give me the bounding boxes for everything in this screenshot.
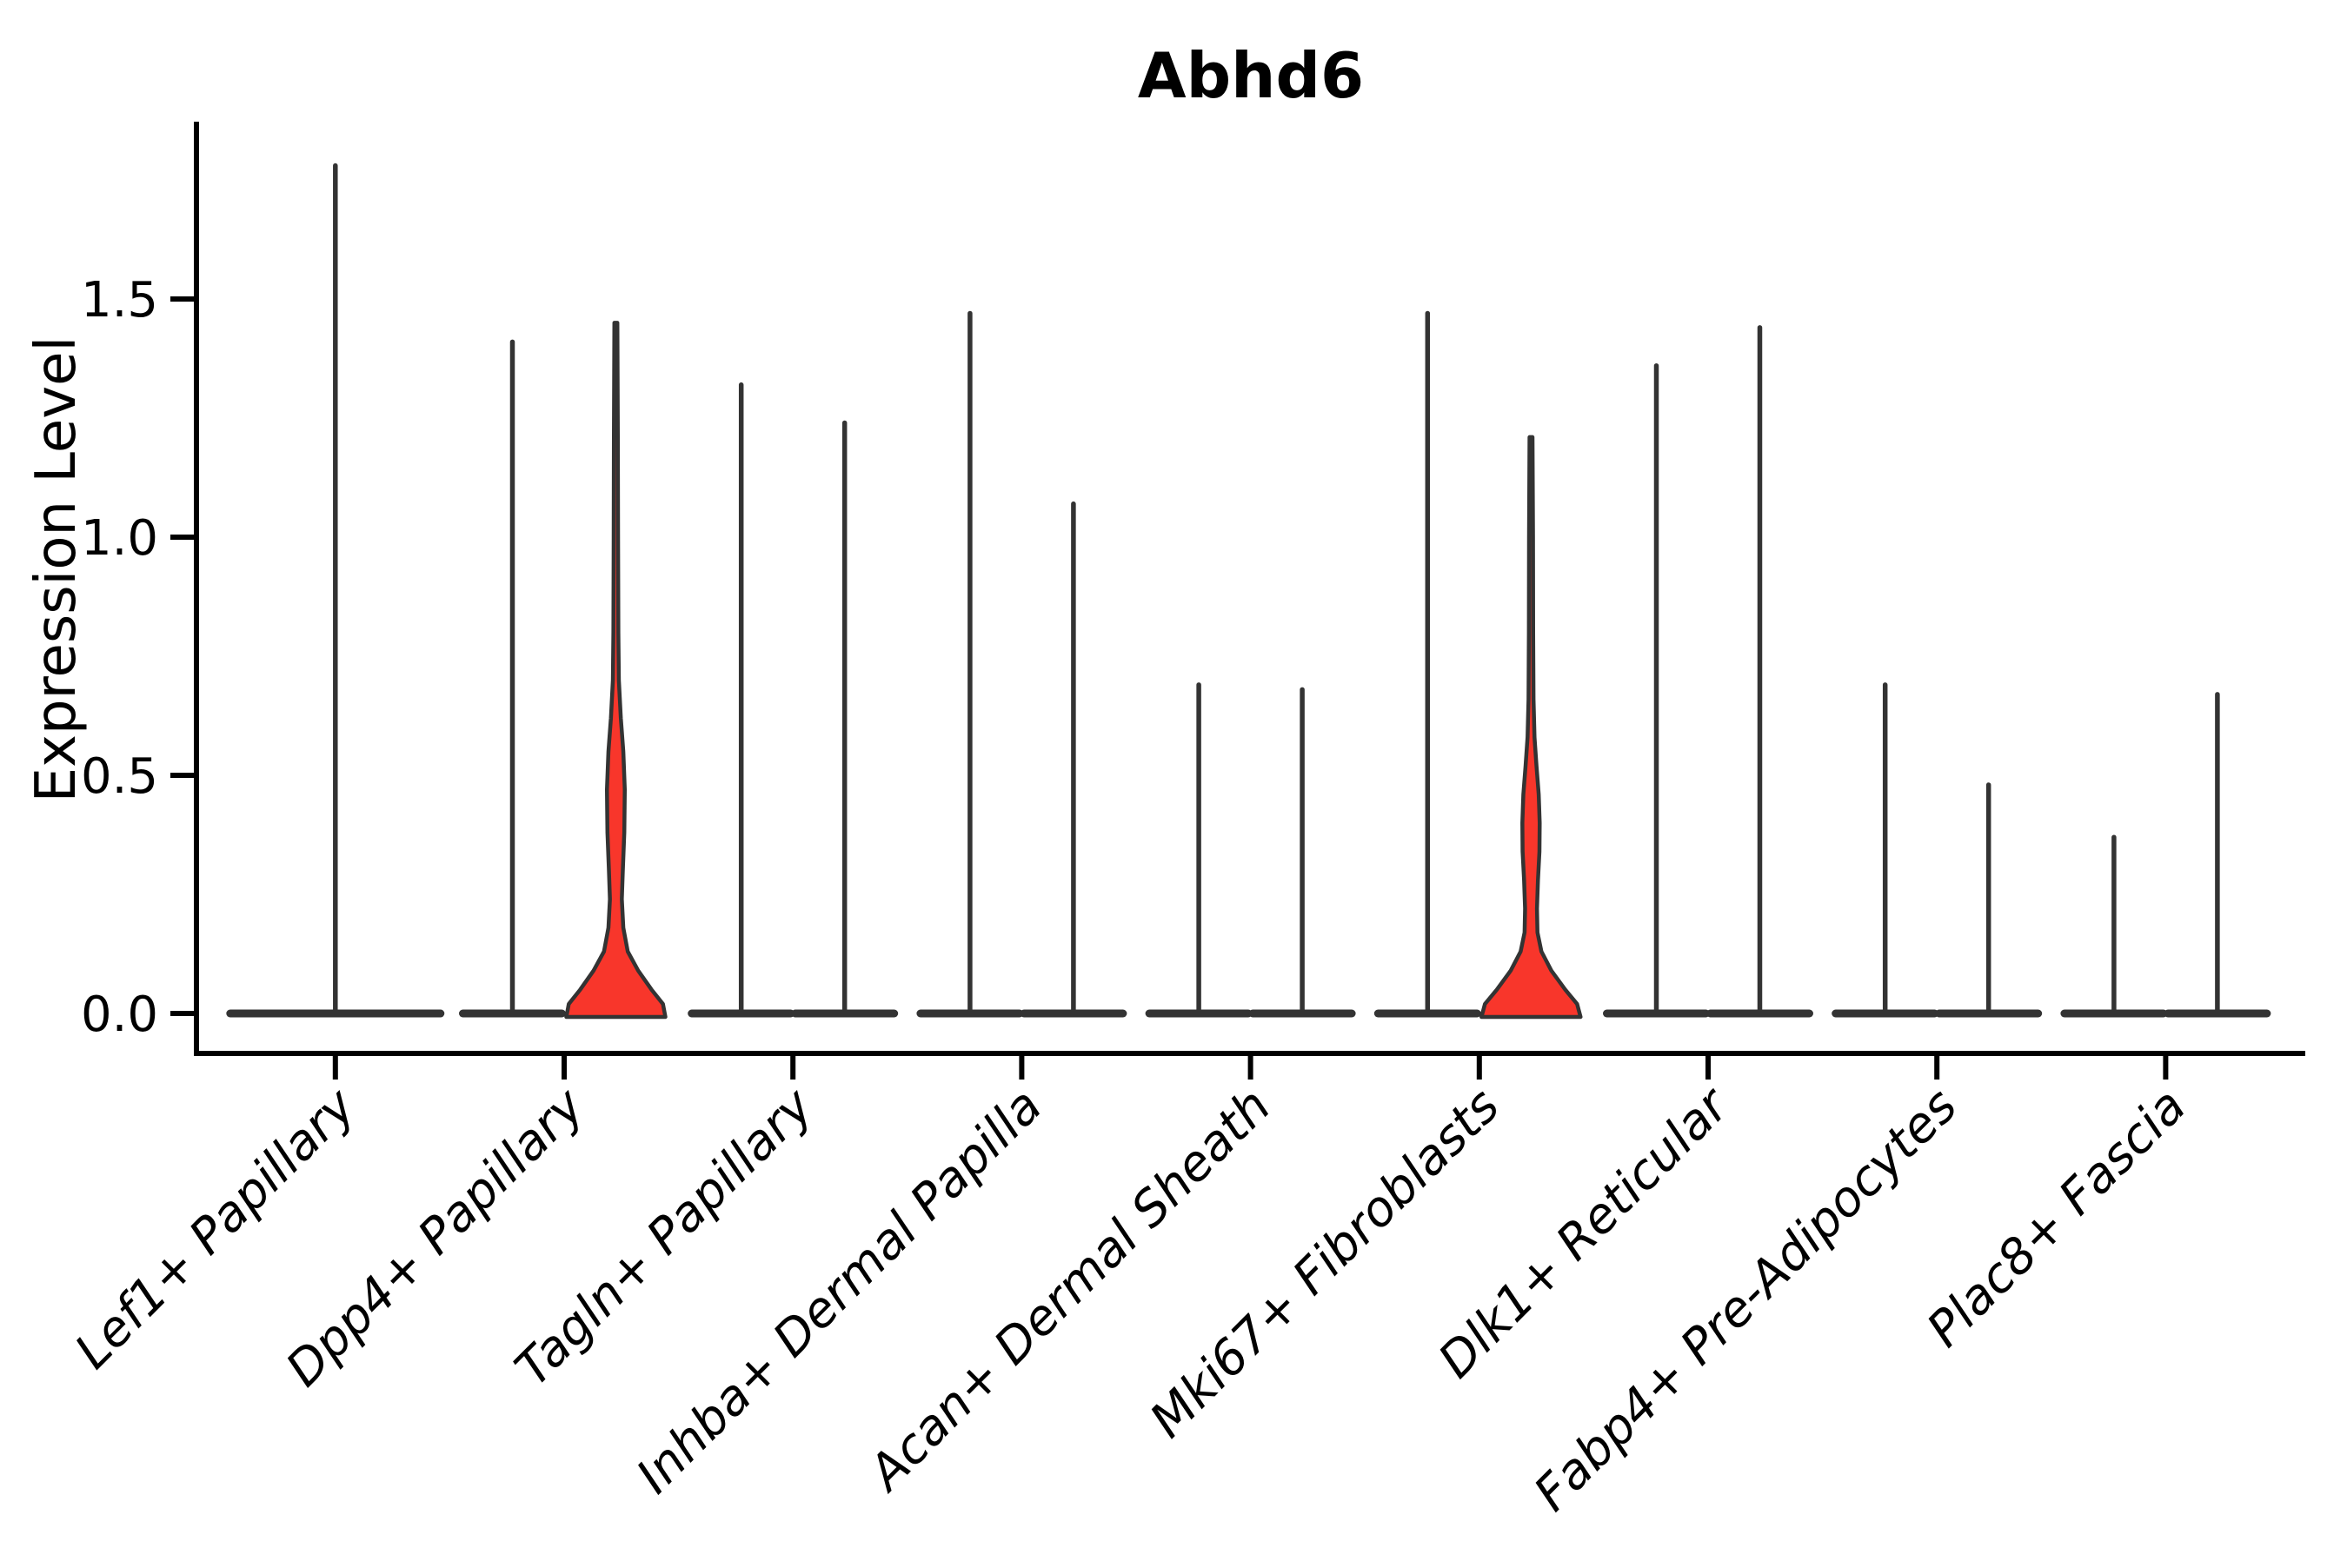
- y-tick-label-2: 1.0: [81, 510, 158, 567]
- y-tick-label-0: 0.0: [81, 987, 158, 1043]
- violin-category-1: [459, 321, 668, 1020]
- violin-body: [1479, 435, 1583, 1020]
- violin-category-3: [916, 310, 1127, 1018]
- x-tick-label-3: Inhba+ Dermal Papilla: [626, 1078, 1053, 1505]
- violin-category-5: [1373, 310, 1583, 1020]
- x-tick-label-7: Fabp4+ Pre-Adipocytes: [1524, 1078, 1968, 1522]
- violin-category-2: [688, 382, 899, 1018]
- chart-title: Abhd6: [1138, 39, 1364, 112]
- violin-body: [564, 321, 668, 1020]
- violin-category-0: [226, 163, 445, 1018]
- violins-group: [226, 163, 2271, 1020]
- violin-category-6: [1603, 325, 1813, 1018]
- y-tick-label-1: 0.5: [81, 748, 158, 805]
- violin-category-7: [1832, 682, 2043, 1018]
- axes-group: [170, 122, 2305, 1080]
- x-tick-label-4: Acan+ Dermal Sheath: [856, 1078, 1281, 1503]
- y-tick-label-3: 1.5: [81, 272, 158, 329]
- y-axis-label: Expression Level: [24, 336, 89, 803]
- violin-category-8: [2060, 692, 2271, 1018]
- violin-category-4: [1145, 682, 1356, 1018]
